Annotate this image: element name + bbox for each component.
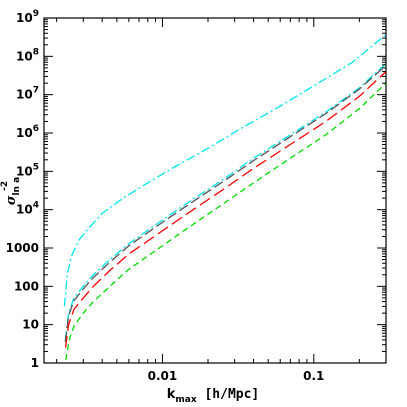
y-tick-label: 10 — [22, 318, 39, 332]
series-line-3 — [64, 64, 387, 343]
y-tick-label: 108 — [16, 47, 39, 63]
series-line-1 — [63, 34, 387, 307]
y-tick-label: 106 — [16, 124, 39, 140]
series-line-4 — [64, 71, 387, 348]
y-tick-label: 100 — [14, 279, 39, 293]
tick-layer — [44, 17, 386, 364]
x-tick-label: 0.1 — [303, 369, 324, 383]
y-tick-label: 107 — [16, 86, 39, 102]
series-line-5 — [65, 82, 387, 361]
y-axis-label: σln a-2 — [0, 177, 22, 205]
x-axis-label: kmax [h/Mpc] — [167, 387, 260, 405]
plot-frame — [43, 17, 387, 364]
y-tick-label: 109 — [16, 9, 39, 25]
y-tick-label: 1 — [31, 356, 39, 370]
y-tick-label: 104 — [16, 201, 39, 217]
y-tick-label: 1000 — [6, 241, 39, 255]
series-line-2 — [64, 63, 387, 340]
tick-label-layer: 1 10 100 1000 104 105 106 107 108 109 0.01 0.1 — [6, 9, 325, 383]
x-tick-label: 0.01 — [148, 369, 178, 383]
series-layer — [63, 34, 387, 361]
y-tick-label: 105 — [16, 162, 39, 178]
